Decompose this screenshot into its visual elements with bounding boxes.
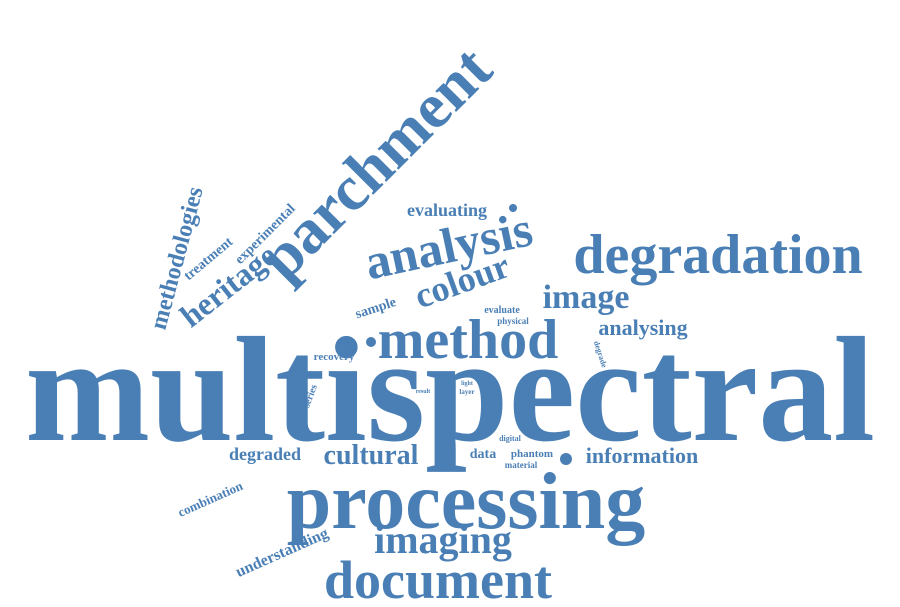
word-method: method [378,309,558,371]
word-understanding: understanding [233,525,331,581]
word-degraded: degraded [229,444,301,464]
word-physical: physical [497,316,529,326]
cloud-dot [366,337,376,347]
word-processing: processing [287,458,646,546]
cloud-dot [509,204,517,212]
word-layer: layer [459,388,474,396]
word-recovery: recovery [314,351,355,363]
word-evaluate: evaluate [484,305,520,316]
word-imaging: imaging [374,517,512,562]
word-data: data [470,447,496,462]
word-analysing: analysing [598,315,687,340]
word-cultural: cultural [324,440,419,471]
word-light: light [461,381,473,387]
word-image: image [543,279,630,316]
word-evaluating: evaluating [407,200,487,220]
word-multispectral: multispectral [25,307,875,473]
word-digital: digital [499,434,522,443]
cloud-dot [560,453,572,465]
word-combination: combination [175,478,245,520]
word-phantom: phantom [511,448,553,460]
word-result: result [416,389,431,395]
word-document: document [324,550,552,607]
word-information: information [586,443,698,468]
word-material: material [505,460,538,470]
word-degradation: degradation [573,224,862,286]
